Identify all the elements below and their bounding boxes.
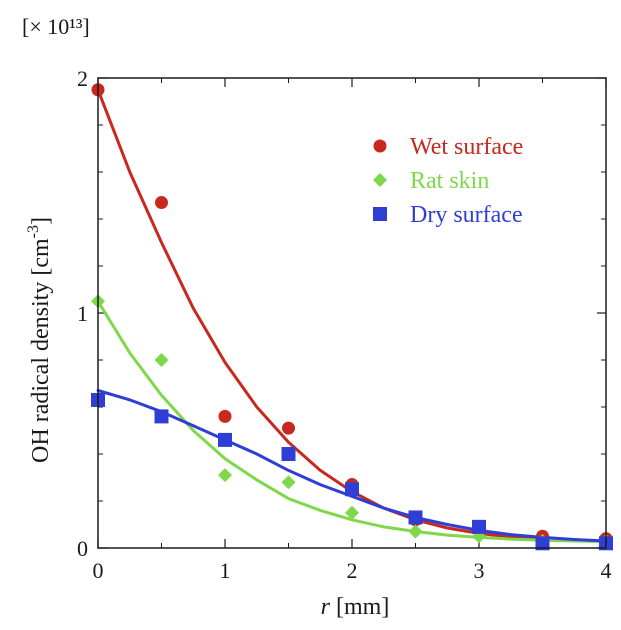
data-point-wet-surface <box>218 409 232 423</box>
legend-marker-wet-surface <box>373 139 387 153</box>
x-axis-title-unit: [mm] <box>330 594 389 620</box>
data-point-dry-surface <box>472 519 486 534</box>
data-point-wet-surface <box>155 196 168 210</box>
x-axis-title-variable: r <box>321 594 331 620</box>
svg-text:OH radical density [cm-3]: OH radical density [cm-3] <box>25 217 54 463</box>
y-axis-title: OH radical density [cm-3] <box>25 217 54 463</box>
data-point-dry-surface <box>218 432 232 447</box>
data-point-dry-surface <box>535 536 550 551</box>
data-point-rat-skin <box>218 468 232 483</box>
legend-label-dry-surface: Dry surface <box>410 202 523 228</box>
legend-marker-dry-surface <box>373 207 387 221</box>
x-tick-label: 0 <box>93 558 104 583</box>
fit-curve-rat-skin <box>96 299 608 543</box>
legend-label-rat-skin: Rat skin <box>410 168 489 194</box>
y-multiplier-label: [× 10¹³] <box>22 14 90 39</box>
x-tick-label: 4 <box>601 558 612 583</box>
y-axis-title-close: ] <box>28 217 54 225</box>
axis-ticks: 0 1 2 3 4 0 1 2 <box>77 66 612 583</box>
data-point-dry-surface <box>154 409 169 424</box>
x-tick-label: 3 <box>474 558 485 583</box>
data-point-dry-surface <box>345 482 359 497</box>
fit-curves <box>96 88 608 543</box>
x-axis-title: r [mm] <box>321 594 390 620</box>
data-point-dry-surface <box>408 510 423 525</box>
plot-frame <box>97 77 607 549</box>
legend-marker-rat-skin <box>373 173 387 187</box>
y-tick-label: 0 <box>77 536 88 561</box>
data-point-dry-surface <box>281 447 296 461</box>
y-axis-title-superscript: -3 <box>25 225 42 238</box>
data-point-rat-skin <box>345 505 359 520</box>
y-tick-label: 2 <box>77 66 88 91</box>
data-point-wet-surface <box>282 421 295 435</box>
fit-curve-wet-surface <box>96 88 608 543</box>
x-tick-label: 1 <box>220 558 231 583</box>
y-tick-label: 1 <box>77 301 88 326</box>
y-axis-title-main: OH radical density [cm <box>28 238 54 463</box>
data-point-rat-skin <box>281 475 296 490</box>
fit-curve-dry-surface <box>96 389 608 543</box>
data-point-rat-skin <box>408 524 423 539</box>
data-points <box>91 83 613 551</box>
legend-label-wet-surface: Wet surface <box>410 134 523 160</box>
legend: Wet surface Rat skin Dry surface <box>373 134 523 228</box>
x-tick-label: 2 <box>347 558 358 583</box>
data-point-rat-skin <box>154 353 169 367</box>
